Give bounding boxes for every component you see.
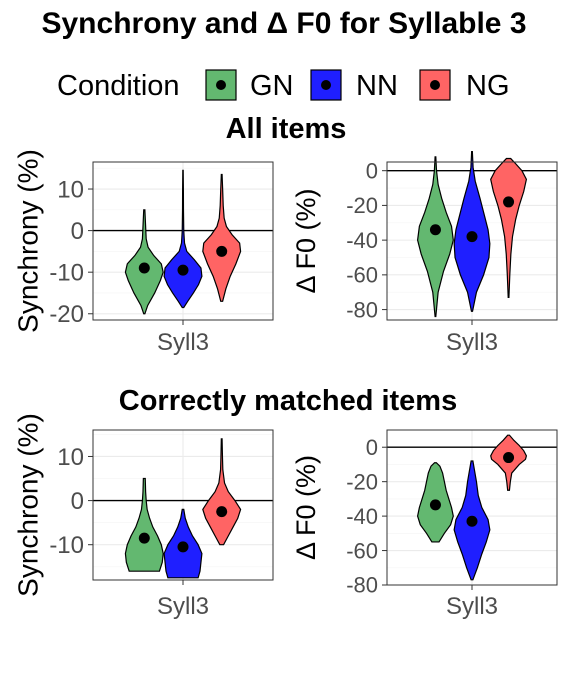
- panel-matched-delta-f0: -80 -60 -40 -20 0 Syll3 Δ F0 (%): [291, 429, 558, 620]
- section-title-all-items: All items: [226, 113, 347, 145]
- legend-entry-gn: GN: [205, 69, 294, 102]
- legend-label-nn: NN: [356, 70, 398, 102]
- y-tick-label: -10: [49, 532, 84, 559]
- violin-gn: [124, 209, 164, 315]
- y-tick-label: -20: [49, 301, 84, 328]
- y-tick-label: 0: [71, 218, 84, 245]
- figure-title: Synchrony and Δ F0 for Syllable 3: [41, 7, 526, 40]
- mean-dot-gn: [429, 224, 441, 236]
- mean-dot-gn: [138, 262, 150, 274]
- y-tick-label: -20: [346, 193, 378, 218]
- y-tick-label: -40: [346, 228, 378, 253]
- legend-dot-ng: [430, 80, 440, 90]
- panel-all-delta-f0: -80 -60 -40 -20 0 Syll3 Δ F0 (%): [291, 150, 558, 356]
- mean-dot-nn: [466, 231, 478, 243]
- mean-dot-ng: [503, 196, 515, 208]
- panel-all-synchrony: -20 -10 0 10 Syll3 Synchrony (%): [13, 149, 274, 356]
- panel-matched-synchrony: -10 0 10 Syll3 Synchrony (%): [13, 413, 274, 620]
- legend-dot-gn: [216, 80, 226, 90]
- y-axis-title: Δ F0 (%): [291, 188, 321, 293]
- y-tick-label: 10: [57, 444, 84, 471]
- y-tick-label: 10: [57, 176, 84, 203]
- y-tick-label: 0: [366, 435, 378, 460]
- mean-dot-nn: [177, 264, 189, 276]
- y-tick-label: 0: [71, 488, 84, 515]
- violin-nn: [163, 169, 203, 309]
- legend-label-gn: GN: [250, 70, 294, 102]
- x-tick-label: Syll3: [446, 593, 498, 620]
- legend-entry-nn: NN: [310, 69, 398, 102]
- mean-dot-gn: [429, 499, 441, 511]
- legend-title: Condition: [57, 70, 180, 102]
- violin-gn: [416, 156, 454, 318]
- violin-gn: [124, 477, 164, 572]
- violin-ng: [490, 157, 528, 299]
- legend-dot-nn: [321, 80, 331, 90]
- mean-dot-nn: [177, 541, 189, 553]
- x-tick-label: Syll3: [157, 329, 209, 356]
- legend: Condition GN NN NG: [57, 69, 510, 102]
- y-tick-label: -80: [346, 297, 378, 322]
- y-axis-title: Synchrony (%): [13, 149, 44, 333]
- mean-dot-gn: [138, 532, 150, 544]
- y-tick-label: -20: [346, 469, 378, 494]
- mean-dot-ng: [216, 245, 228, 257]
- mean-dot-nn: [466, 515, 478, 527]
- y-tick-label: -80: [346, 573, 378, 598]
- y-tick-label: -60: [346, 538, 378, 563]
- y-tick-label: 0: [366, 158, 378, 183]
- legend-entry-ng: NG: [419, 69, 510, 102]
- x-tick-label: Syll3: [446, 329, 498, 356]
- y-tick-label: -40: [346, 504, 378, 529]
- section-title-correctly-matched: Correctly matched items: [119, 385, 457, 417]
- mean-dot-ng: [216, 506, 228, 518]
- violin-ng: [202, 173, 242, 302]
- y-tick-label: -10: [49, 260, 84, 287]
- mean-dot-ng: [503, 452, 515, 464]
- y-tick-label: -60: [346, 263, 378, 288]
- violin-ng: [202, 438, 242, 546]
- legend-label-ng: NG: [466, 70, 510, 102]
- y-axis-title: Δ F0 (%): [291, 455, 321, 560]
- y-axis-title: Synchrony (%): [13, 413, 44, 597]
- x-tick-label: Syll3: [157, 593, 209, 620]
